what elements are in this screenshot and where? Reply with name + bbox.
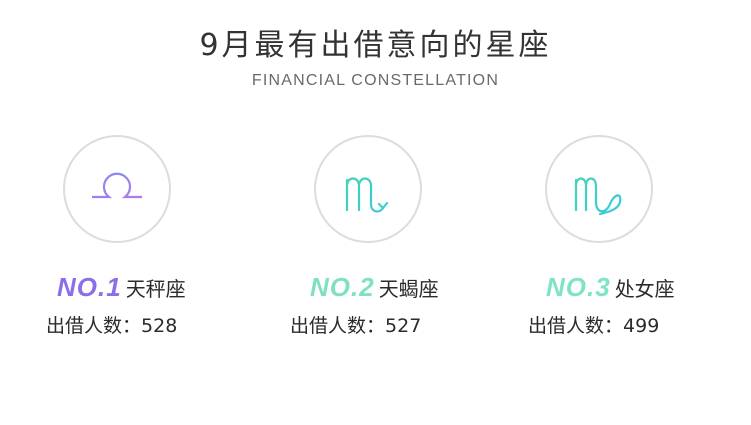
count-value: 528 [141,315,178,337]
scorpio-icon [345,177,389,213]
count-value: 499 [623,315,660,337]
page-title: 9月最有出借意向的星座 [199,28,552,63]
constellation-name: 天秤座 [125,277,186,301]
count-value: 527 [385,315,422,337]
count-label: 出借人数： [46,315,142,337]
constellation-name: 处女座 [614,277,675,301]
icon-circle [314,135,422,243]
rank-label: NO.2 [310,272,375,302]
rank-label: NO.3 [546,272,611,302]
virgo-icon [574,177,622,216]
libra-icon [92,172,142,208]
page-subtitle: FINANCIAL CONSTELLATION [251,72,500,89]
icon-circle [63,135,171,243]
icon-circle [545,135,653,243]
constellation-name: 天蝎座 [378,277,439,301]
rank-label: NO.1 [57,272,122,302]
count-label: 出借人数： [290,315,386,337]
count-label: 出借人数： [528,315,624,337]
